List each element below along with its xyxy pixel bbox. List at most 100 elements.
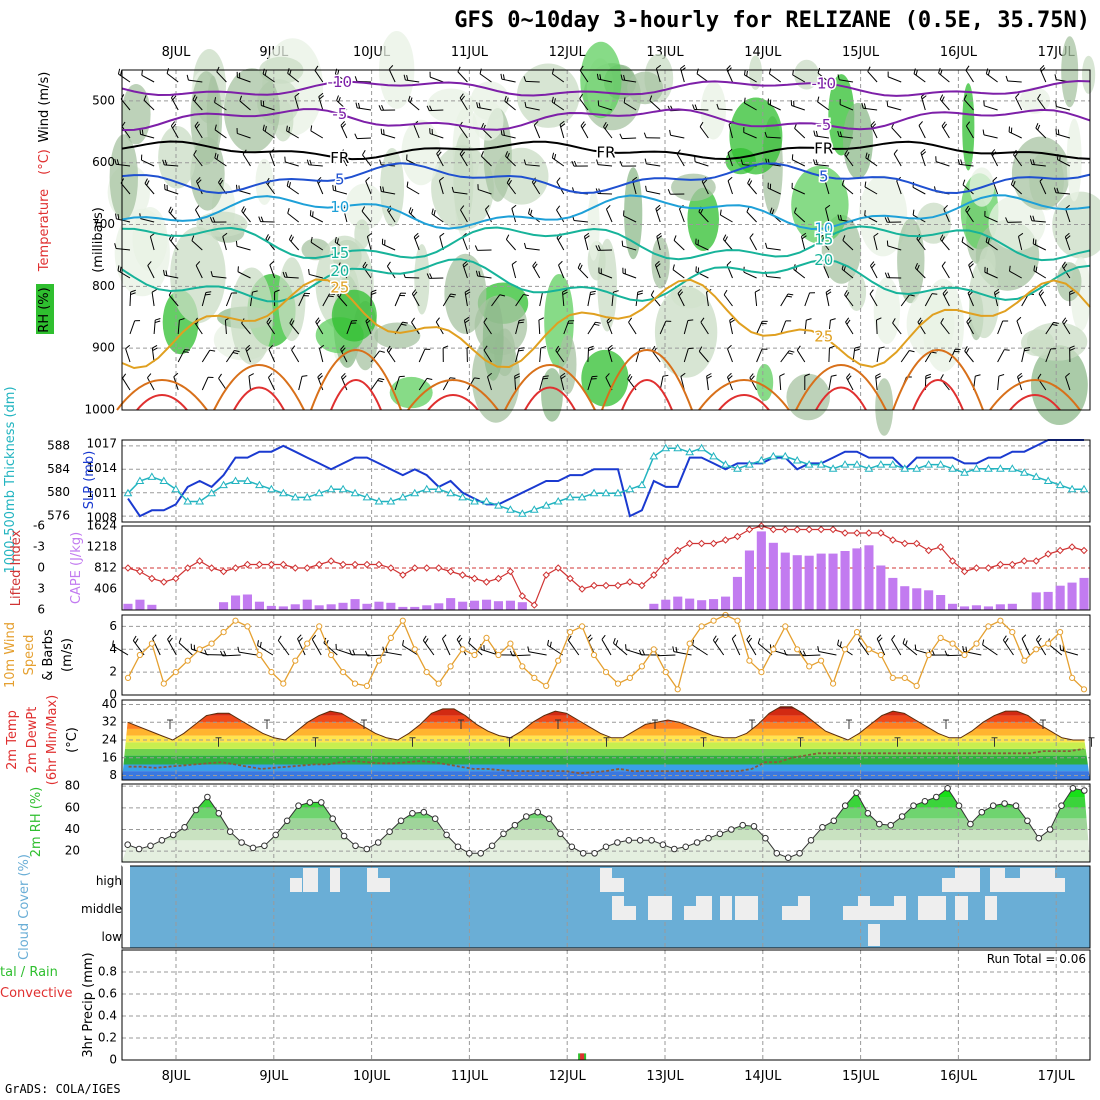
lifted-index-marker bbox=[805, 525, 813, 534]
wind-speed-marker bbox=[411, 646, 418, 653]
wind-barb bbox=[282, 271, 299, 279]
wind-speed-marker bbox=[662, 669, 669, 676]
cape-bar bbox=[338, 602, 348, 610]
wind-barb-flag bbox=[645, 185, 647, 192]
wind-barb bbox=[791, 182, 806, 195]
wind-barb-staff bbox=[195, 265, 203, 279]
wind-barb-flag bbox=[694, 104, 698, 110]
wind-barb-flag bbox=[402, 321, 408, 324]
wind-barb-flag bbox=[740, 159, 744, 165]
wind-barb-staff bbox=[188, 79, 203, 83]
wind-barb-flag bbox=[839, 214, 843, 221]
surface-wind-barb bbox=[364, 650, 386, 657]
rh-marker bbox=[249, 844, 257, 852]
slp-marker bbox=[434, 484, 444, 493]
wind-barb-flag bbox=[114, 243, 117, 249]
wind-barb-flag bbox=[245, 344, 251, 350]
surface-wind-barb bbox=[1021, 634, 1031, 656]
wind-barb-staff bbox=[511, 264, 517, 279]
wind-barb bbox=[117, 265, 131, 279]
wind-barb-flag bbox=[523, 76, 527, 82]
wind-barb bbox=[870, 121, 878, 139]
wind-barb bbox=[984, 210, 998, 223]
wind-barb-flag bbox=[218, 177, 222, 183]
cape-bar bbox=[744, 550, 754, 610]
wind-barb-flag bbox=[132, 635, 137, 641]
lifted-index-marker bbox=[733, 532, 742, 541]
wind-barb-flag bbox=[1017, 375, 1023, 380]
wind-barb-staff bbox=[167, 639, 177, 656]
cloud-block-high bbox=[1005, 878, 1020, 892]
wind-barb bbox=[192, 94, 203, 111]
wind-barb-flag bbox=[843, 265, 847, 271]
thickness-tick-label: 580 bbox=[47, 485, 70, 499]
wind-barb bbox=[332, 184, 348, 195]
wind-barb bbox=[654, 260, 661, 279]
wind-barb-flag bbox=[377, 380, 383, 383]
rh-marker bbox=[192, 806, 200, 814]
wind-barb-flag bbox=[186, 74, 189, 81]
wind-barb-flag bbox=[593, 323, 600, 326]
cape-axis-label: CAPE (J/kg) bbox=[69, 532, 84, 604]
surface-wind-barb bbox=[402, 640, 419, 656]
wind-barb-flag bbox=[264, 126, 267, 132]
slp-marker bbox=[649, 451, 659, 460]
rh-marker bbox=[955, 802, 963, 810]
wind-barb-staff bbox=[943, 208, 950, 223]
cape-bar bbox=[302, 599, 312, 610]
rh-marker bbox=[830, 817, 838, 825]
wind-barb-flag bbox=[523, 242, 527, 249]
wind-barb bbox=[286, 125, 299, 139]
wind-barb-flag bbox=[121, 121, 126, 127]
wind-barb-flag bbox=[757, 638, 761, 644]
wind-barb bbox=[982, 129, 998, 139]
lifted-index-marker bbox=[662, 557, 670, 565]
wind-barb-flag bbox=[714, 638, 719, 644]
wind-speed-marker bbox=[531, 674, 538, 682]
wind-barb-flag bbox=[1017, 372, 1023, 378]
wind-barb-staff bbox=[552, 73, 565, 83]
cape-bar bbox=[673, 596, 683, 610]
wind-barb-flag bbox=[319, 344, 325, 349]
wind-barb-flag bbox=[458, 637, 463, 643]
wind-barb-flag bbox=[672, 264, 675, 270]
wind-barb-flag bbox=[806, 318, 812, 321]
rh-marker bbox=[488, 842, 496, 850]
rh-marker bbox=[466, 850, 473, 857]
wind-barb bbox=[262, 124, 275, 139]
wind-barb-flag bbox=[195, 205, 200, 211]
wind-barb bbox=[649, 95, 661, 111]
date-label-bottom: 16JUL bbox=[940, 1069, 978, 1084]
wind-barb bbox=[985, 68, 998, 83]
cape-tick-label: 1218 bbox=[86, 540, 117, 554]
wind-barb bbox=[864, 181, 878, 195]
wind-barb-flag bbox=[386, 261, 391, 267]
wind-barb-flag bbox=[845, 291, 850, 298]
lifted-index-marker bbox=[877, 529, 885, 537]
rh-legend-swatch bbox=[36, 284, 54, 334]
wind-barb-flag bbox=[172, 95, 177, 101]
wind-barb-flag bbox=[195, 123, 200, 129]
wind-barb-staff bbox=[538, 319, 541, 335]
rh-marker bbox=[147, 842, 154, 850]
wind-barb-staff bbox=[818, 651, 837, 656]
wind-barb-flag bbox=[723, 289, 728, 296]
slp-marker bbox=[601, 488, 611, 497]
precip-tick-label: 0.4 bbox=[98, 1009, 117, 1023]
wind-barb-flag bbox=[957, 159, 961, 165]
wind-barb-staff bbox=[460, 209, 468, 223]
wind-barb-flag bbox=[607, 319, 613, 324]
lifted-index-marker bbox=[518, 592, 527, 600]
wind-barb bbox=[475, 270, 492, 279]
isotherm-label: 10 bbox=[814, 219, 833, 237]
wind-barb bbox=[140, 154, 155, 167]
wind-barb-staff bbox=[511, 208, 517, 223]
wind-barb-flag bbox=[960, 159, 963, 165]
wind-barb bbox=[700, 317, 709, 335]
lifted-index-marker bbox=[721, 536, 730, 544]
cape-bar bbox=[936, 595, 946, 610]
wind-barb-staff bbox=[151, 292, 155, 307]
wind-barb-flag bbox=[627, 373, 631, 380]
isotherm-label: 10 bbox=[330, 198, 349, 216]
wind-barb bbox=[837, 131, 854, 139]
